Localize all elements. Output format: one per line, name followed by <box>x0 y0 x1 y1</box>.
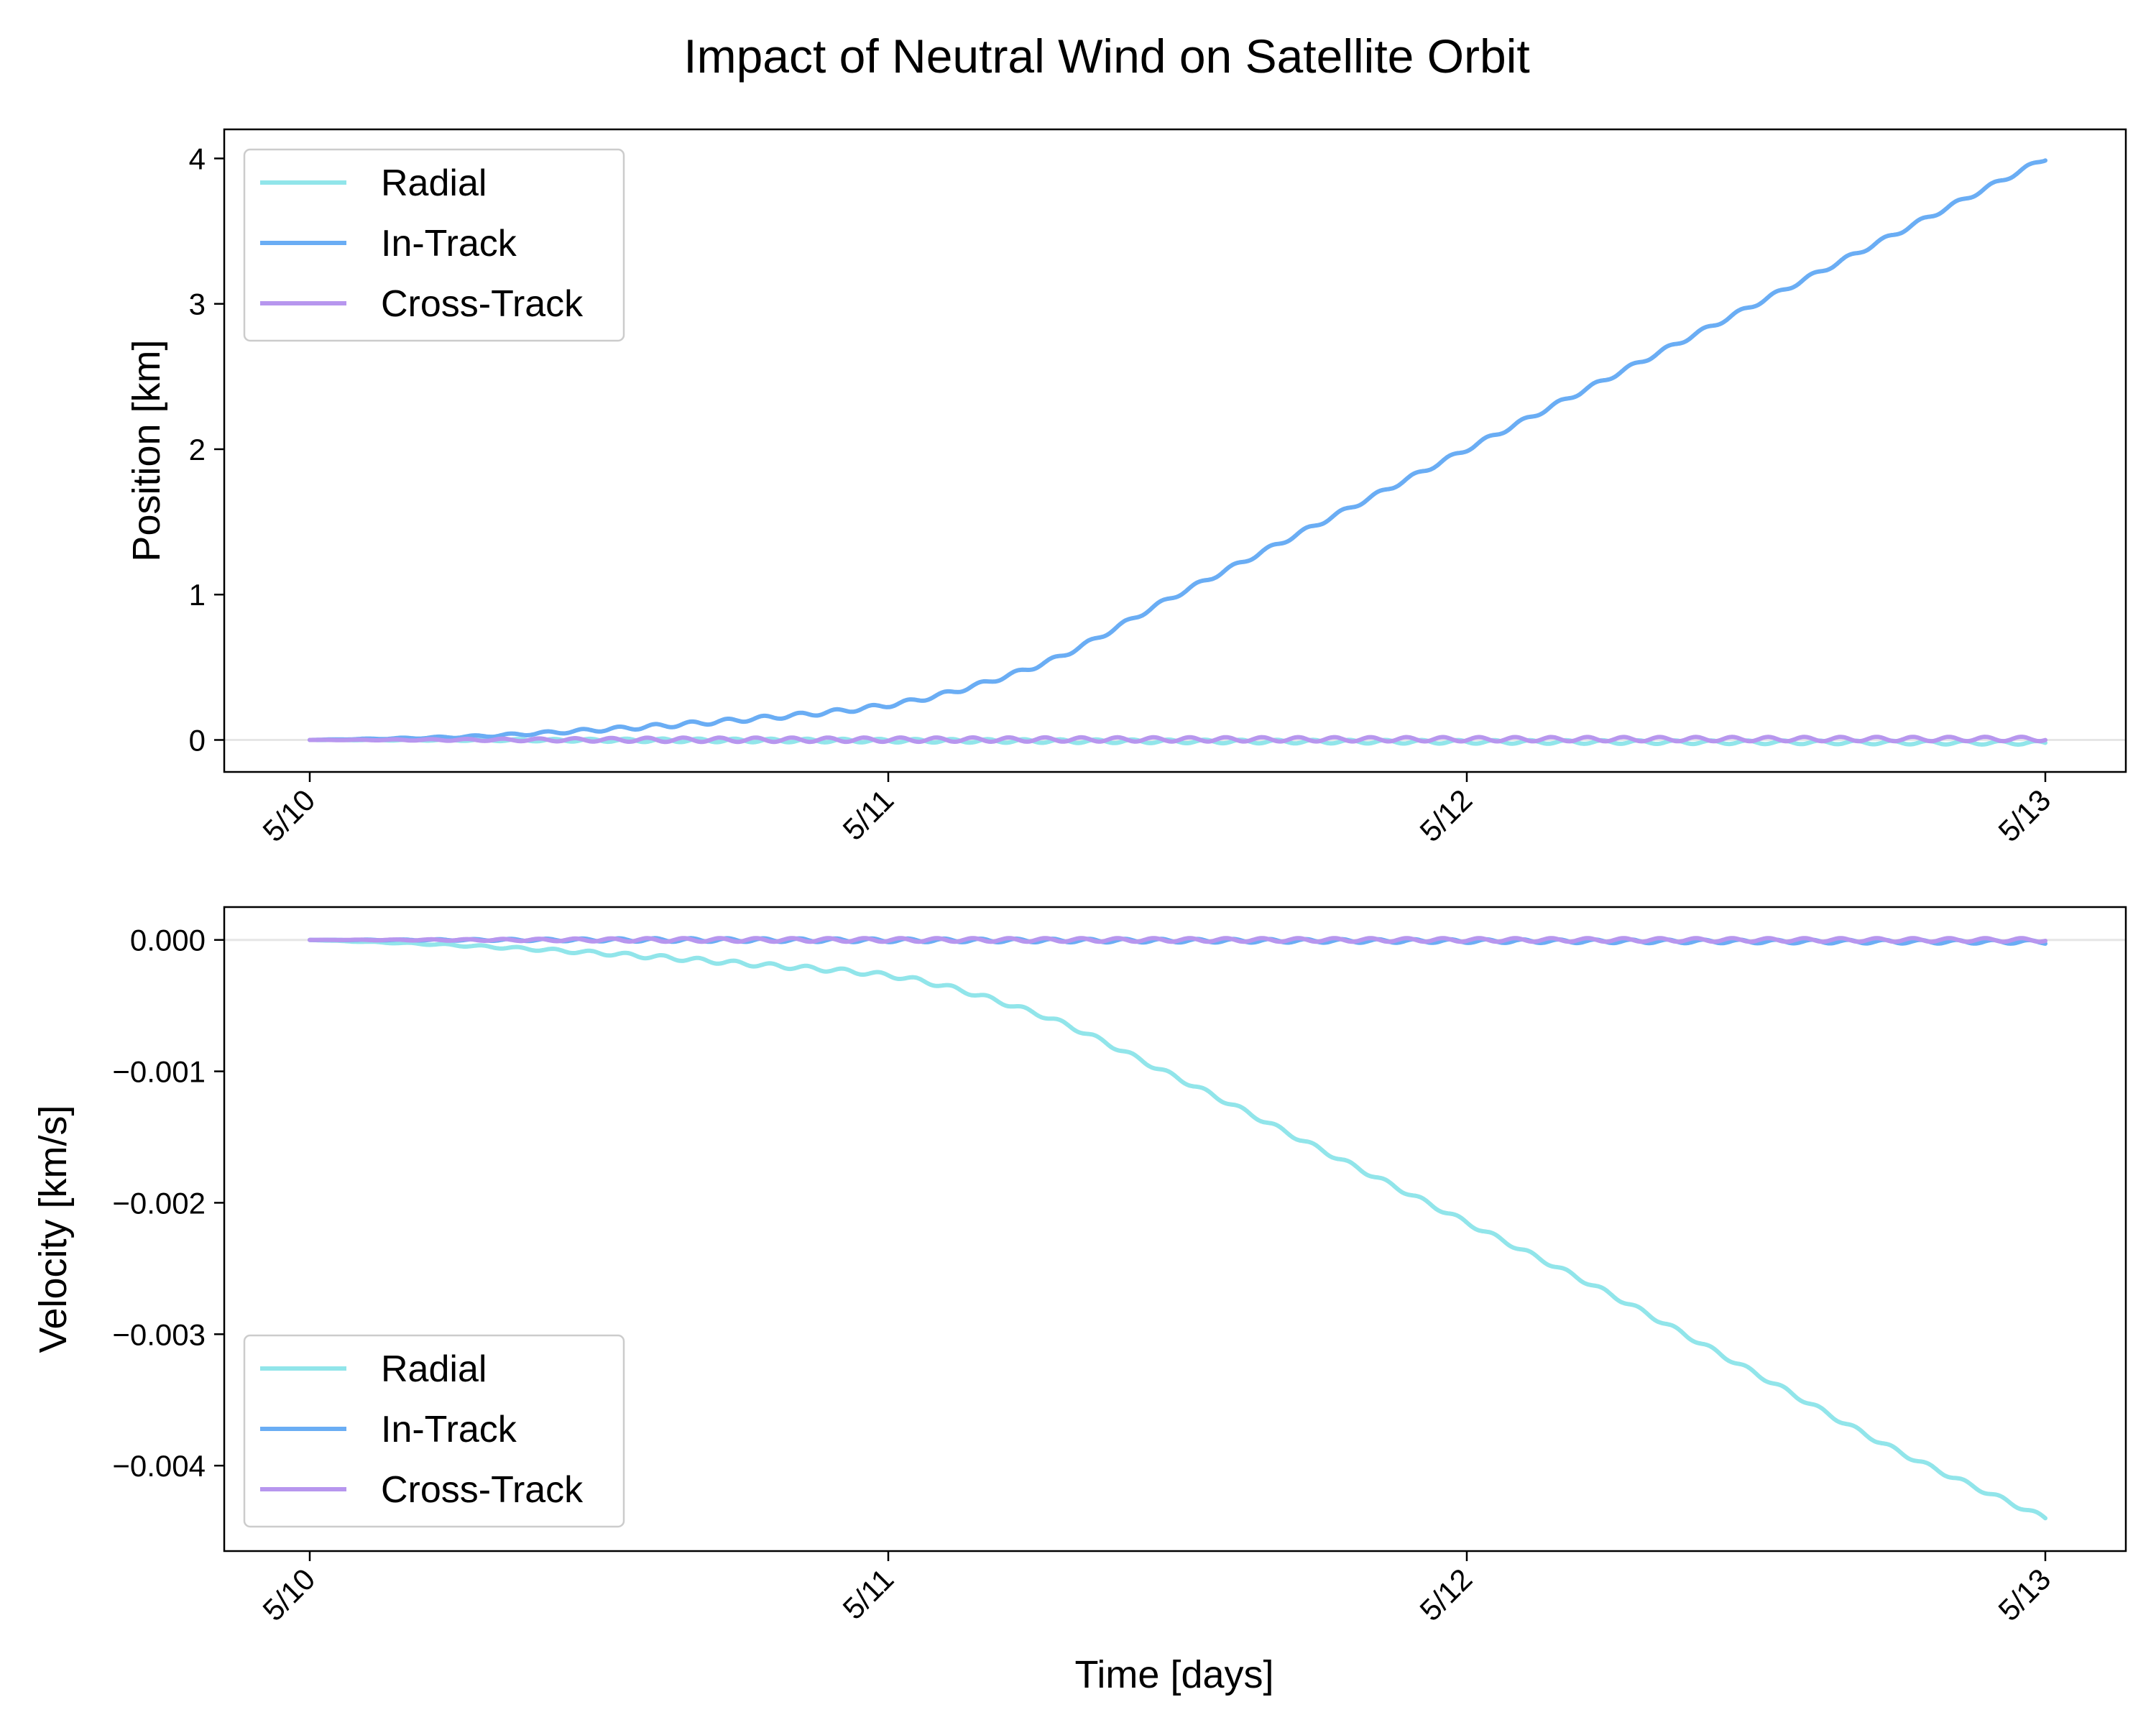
y-tick-label: 0 <box>189 724 206 758</box>
axes-frame <box>223 906 2127 1552</box>
y-tick-label: 0.000 <box>130 924 206 957</box>
y-tick-label: −0.003 <box>112 1317 206 1351</box>
x-tick-label: 5/11 <box>837 783 900 847</box>
y-axis-label: Velocity [km/s] <box>32 1105 75 1353</box>
x-axis-label: Time [days] <box>1074 1653 1273 1696</box>
legend-box <box>243 148 625 342</box>
x-tick-label: 5/12 <box>1413 783 1478 848</box>
velocity-panel: 5/10 5/11 5/12 5/13 0.000 −0.001 −0.002 −0.003 −… <box>32 906 2127 1627</box>
y-tick-label: 4 <box>189 142 206 175</box>
y-tick-label: −0.002 <box>112 1186 206 1220</box>
legend-label: Radial <box>381 1348 487 1390</box>
y-axis-label: Position [km] <box>125 339 168 561</box>
y-tick-label: 2 <box>189 433 206 466</box>
axes-frame <box>223 128 2127 773</box>
legend-box <box>243 1334 625 1528</box>
x-tick-label: 5/10 <box>256 783 321 848</box>
x-tick-label: 5/13 <box>1991 783 2057 848</box>
legend-label: In-Track <box>381 223 517 264</box>
series-line-radial <box>308 937 2047 1521</box>
legend-label: In-Track <box>381 1409 517 1450</box>
y-tick-label: −0.004 <box>112 1449 206 1483</box>
y-tick-label: 3 <box>189 288 206 321</box>
position-panel: 5/10 5/11 5/12 5/13 0 1 2 3 4 Position [km] Radial… <box>125 128 2127 848</box>
x-tick-label: 5/10 <box>256 1562 321 1627</box>
legend-label: Cross-Track <box>381 283 584 325</box>
legend-label: Cross-Track <box>381 1469 584 1511</box>
series-line-in-track <box>308 158 2047 742</box>
figure-title: Impact of Neutral Wind on Satellite Orbi… <box>683 29 1530 83</box>
x-tick-label: 5/12 <box>1413 1562 1478 1627</box>
x-tick-label: 5/11 <box>837 1562 900 1626</box>
x-tick-label: 5/13 <box>1991 1562 2057 1627</box>
y-tick-label: 1 <box>189 578 206 612</box>
legend: Radial In-Track Cross-Track <box>243 148 625 342</box>
series-line-cross-track <box>308 936 2047 944</box>
legend: Radial In-Track Cross-Track <box>243 1334 625 1528</box>
legend-label: Radial <box>381 162 487 204</box>
y-tick-label: −0.001 <box>112 1055 206 1089</box>
series-line-cross-track <box>308 735 2047 745</box>
